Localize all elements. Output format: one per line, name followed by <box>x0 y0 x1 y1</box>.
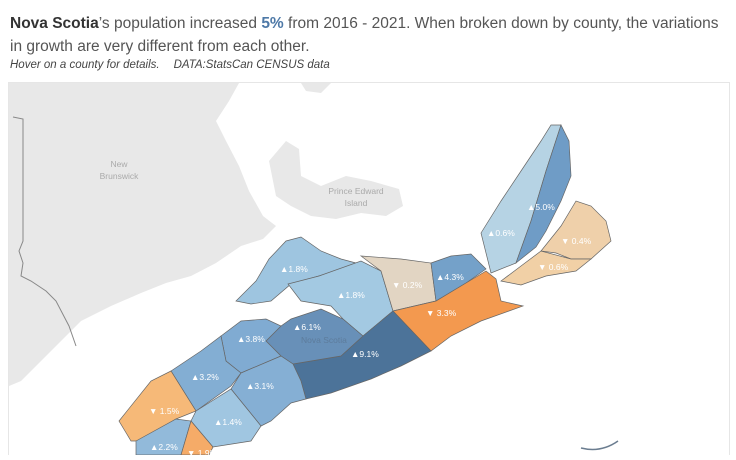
county-change-label: ▼ 0.2% <box>392 280 423 290</box>
county-region[interactable] <box>392 270 525 352</box>
label-new-brunswick-2: Brunswick <box>100 171 139 181</box>
county-region[interactable] <box>170 335 242 412</box>
county-region[interactable] <box>540 200 612 260</box>
county-change-label: ▼ 0.6% <box>538 262 569 272</box>
counties[interactable] <box>118 124 612 456</box>
county-region[interactable] <box>515 124 572 265</box>
county-region[interactable] <box>500 250 592 286</box>
county-change-label: ▲4.3% <box>436 272 464 282</box>
sable-island <box>580 440 619 451</box>
north-land <box>301 83 331 93</box>
county-change-label: ▲1.4% <box>214 417 242 427</box>
hover-hint: Hover on a county for details. <box>10 59 160 71</box>
label-nova-scotia: Nova Scotia <box>301 335 347 345</box>
county-map[interactable]: New Brunswick Prince Edward Island Nova … <box>8 82 730 458</box>
county-region[interactable] <box>118 370 197 442</box>
map-svg[interactable]: New Brunswick Prince Edward Island Nova … <box>9 83 729 458</box>
border-line <box>12 116 77 347</box>
county-change-label: ▲3.2% <box>191 372 219 382</box>
label-new-brunswick-1: New <box>110 159 128 169</box>
county-change-label: ▲3.1% <box>246 381 274 391</box>
county-change-label: ▼ 0.4% <box>561 236 592 246</box>
label-pei-2: Island <box>345 198 368 208</box>
county-change-label: ▲1.8% <box>337 290 365 300</box>
county-change-label: ▲9.1% <box>351 349 379 359</box>
county-change-label: ▼ 1.5% <box>149 406 180 416</box>
county-labels: ▲1.8% ▲1.8% ▼ 0.2% ▲4.3% ▼ 3.3% ▲9.1% ▲6.1% ▲3.… <box>149 202 592 458</box>
subtitle: Hover on a county for details. DATA:Stats… <box>10 59 730 71</box>
county-change-label: ▲2.2% <box>150 442 178 452</box>
county-region[interactable] <box>235 236 358 305</box>
background-land <box>9 83 403 386</box>
county-change-label: ▼ 3.3% <box>426 308 457 318</box>
county-change-label: ▲6.1% <box>293 322 321 332</box>
header: Nova Scotia’s population increased 5% fr… <box>10 12 730 71</box>
headline: Nova Scotia’s population increased 5% fr… <box>10 12 730 58</box>
county-change-label: ▲0.6% <box>487 228 515 238</box>
county-change-label: ▲3.8% <box>237 334 265 344</box>
county-change-label: ▲5.0% <box>527 202 555 212</box>
headline-text-2: from 2016 - 2021. When broken down by co… <box>10 15 719 55</box>
label-pei-1: Prince Edward <box>328 186 384 196</box>
county-change-label: ▲1.8% <box>280 264 308 274</box>
county-change-label: ▼ 1.9% <box>187 448 218 455</box>
data-source: DATA:StatsCan CENSUS data <box>173 59 330 71</box>
pei-land <box>269 141 403 219</box>
headline-text: ’s population increased <box>98 15 262 32</box>
headline-province: Nova Scotia <box>10 15 99 32</box>
new-brunswick-land <box>9 83 276 386</box>
headline-percent: 5% <box>261 15 284 32</box>
